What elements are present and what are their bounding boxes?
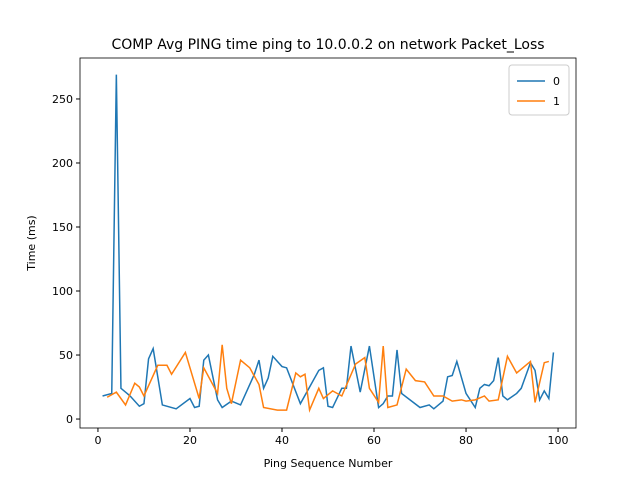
plot-frame (79, 57, 577, 429)
y-tick-label: 50 (59, 349, 73, 362)
x-axis-label: Ping Sequence Number (264, 457, 393, 470)
y-tick-label: 200 (52, 157, 73, 170)
line-series (102, 74, 555, 410)
x-tick-label: 80 (459, 434, 473, 447)
x-tick-label: 60 (367, 434, 381, 447)
legend-label: 0 (553, 75, 560, 88)
x-tick-label: 20 (183, 434, 197, 447)
legend-label: 1 (553, 95, 560, 108)
x-tick-label: 100 (548, 434, 569, 447)
y-tick-label: 150 (52, 221, 73, 234)
x-tick-label: 0 (94, 434, 101, 447)
line-series (106, 344, 550, 413)
y-tick-label: 0 (66, 413, 73, 426)
y-axis-label: Time (ms) (25, 215, 38, 271)
y-tick-label: 100 (52, 285, 73, 298)
chart-title: COMP Avg PING time ping to 10.0.0.2 on n… (111, 37, 544, 53)
legend-box (508, 64, 570, 116)
y-tick-label: 250 (52, 93, 73, 106)
x-tick-label: 40 (275, 434, 289, 447)
